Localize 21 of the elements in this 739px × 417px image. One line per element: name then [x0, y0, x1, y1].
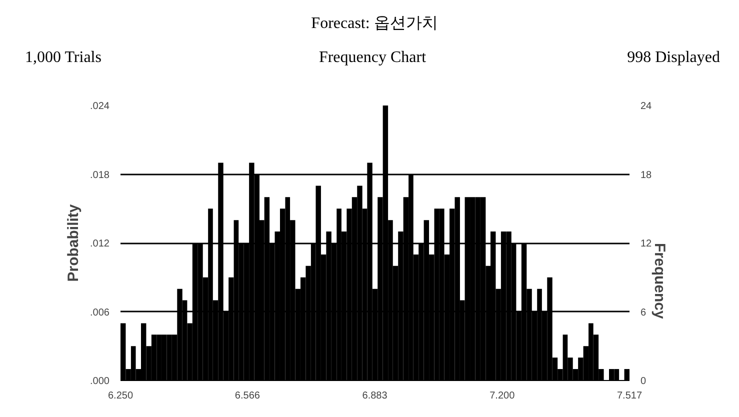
y-tick-label: .000: [90, 376, 110, 387]
y-axis-title: Probability: [65, 204, 82, 282]
text: 1,000 Trials: [25, 48, 102, 68]
y2-tick-label: 18: [640, 170, 652, 181]
y2-tick-label: 6: [640, 307, 646, 318]
x-tick-label: 7.200: [490, 390, 516, 402]
x-tick-label: 7.517: [616, 390, 642, 402]
chart-subtitle: Frequency Chart: [318, 48, 426, 68]
x-tick-label: 6.566: [234, 390, 260, 402]
chart-title: Forecast: 옵션가치: [311, 14, 438, 34]
text: 998 Displayed: [627, 48, 720, 68]
y-tick-label: .018: [90, 170, 110, 181]
y2-tick-label: 12: [640, 238, 652, 250]
y2-axis-title: Frequency: [651, 243, 668, 320]
y2-tick-label: 0: [640, 376, 646, 387]
y-tick-label: .006: [90, 307, 110, 318]
y-tick-label: .012: [90, 238, 110, 250]
y2-tick-label: 24: [640, 101, 652, 112]
x-tick-label: 6.883: [362, 390, 388, 402]
x-tick-label: 6.250: [108, 390, 134, 402]
y-tick-label: .024: [90, 101, 110, 112]
